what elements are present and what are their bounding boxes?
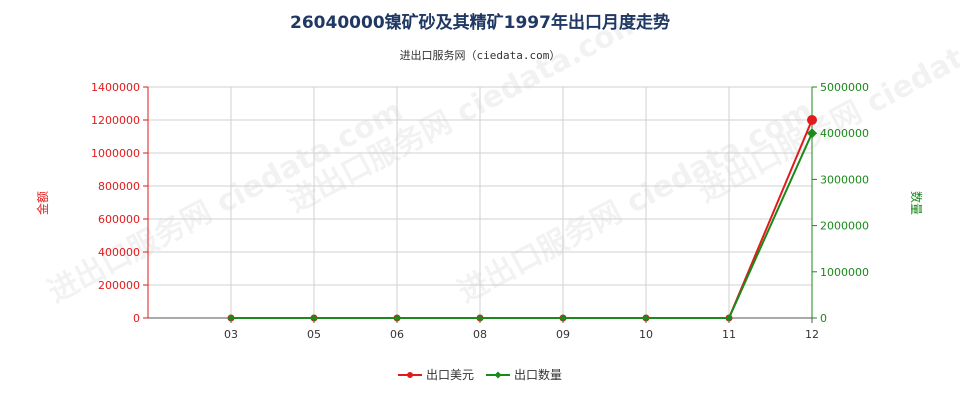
data-point-quantity (725, 314, 733, 322)
y-left-tick-label: 0 (133, 312, 140, 325)
legend-label-0: 出口美元 (426, 368, 474, 382)
x-tick-label: 03 (224, 328, 238, 341)
chart-title: 26040000镍矿砂及其精矿1997年出口月度走势 (290, 12, 670, 33)
data-point-quantity (807, 128, 817, 139)
legend-marker-0 (407, 372, 413, 378)
y-right-tick-label: 0 (820, 312, 827, 325)
watermark-text: 进出口服务网 ciedata.com (452, 93, 818, 310)
y-right-tick-label: 4000000 (820, 127, 869, 140)
y-left-tick-label: 1400000 (91, 81, 140, 94)
watermark: 进出口服务网 ciedata.com 进出口服务网 ciedata.com进出口服… (42, 0, 960, 310)
legend: 出口美元 出口数量 (398, 367, 562, 382)
data-point-quantity (642, 314, 650, 322)
x-tick-label: 08 (473, 328, 487, 341)
x-tick-label: 11 (722, 328, 736, 341)
y-right-axis-label: 数量 (909, 191, 924, 215)
y-right-tick-label: 3000000 (820, 173, 869, 186)
y-left-axis-label: 金额 (35, 191, 50, 215)
data-point-quantity (393, 314, 401, 322)
y-left-tick-label: 1000000 (91, 147, 140, 160)
data-point-amount (807, 115, 817, 125)
series-line-1 (231, 132, 813, 319)
x-tick-label: 12 (805, 328, 819, 341)
watermark-text: 进出口服务网 ciedata.com (282, 3, 648, 220)
x-tick-label: 10 (639, 328, 653, 341)
x-tick-label: 06 (390, 328, 404, 341)
data-point-quantity (559, 314, 567, 322)
y-left-tick-label: 1200000 (91, 114, 140, 127)
legend-label-1: 出口数量 (514, 367, 562, 382)
x-tick-label: 09 (556, 328, 570, 341)
y-left-tick-label: 800000 (98, 180, 140, 193)
data-point-quantity (476, 314, 484, 322)
y-left-tick-label: 400000 (98, 246, 140, 259)
chart-subtitle: 进出口服务网（ciedata.com） (400, 48, 561, 62)
data-point-quantity (227, 314, 235, 322)
y-right-tick-label: 5000000 (820, 81, 869, 94)
legend-marker-1 (494, 371, 502, 379)
y-right-tick-label: 1000000 (820, 266, 869, 279)
y-left-tick-label: 200000 (98, 279, 140, 292)
data-point-quantity (310, 314, 318, 322)
y-right-tick-label: 2000000 (820, 220, 869, 233)
x-tick-label: 05 (307, 328, 321, 341)
series (227, 115, 817, 322)
y-left-tick-label: 600000 (98, 213, 140, 226)
